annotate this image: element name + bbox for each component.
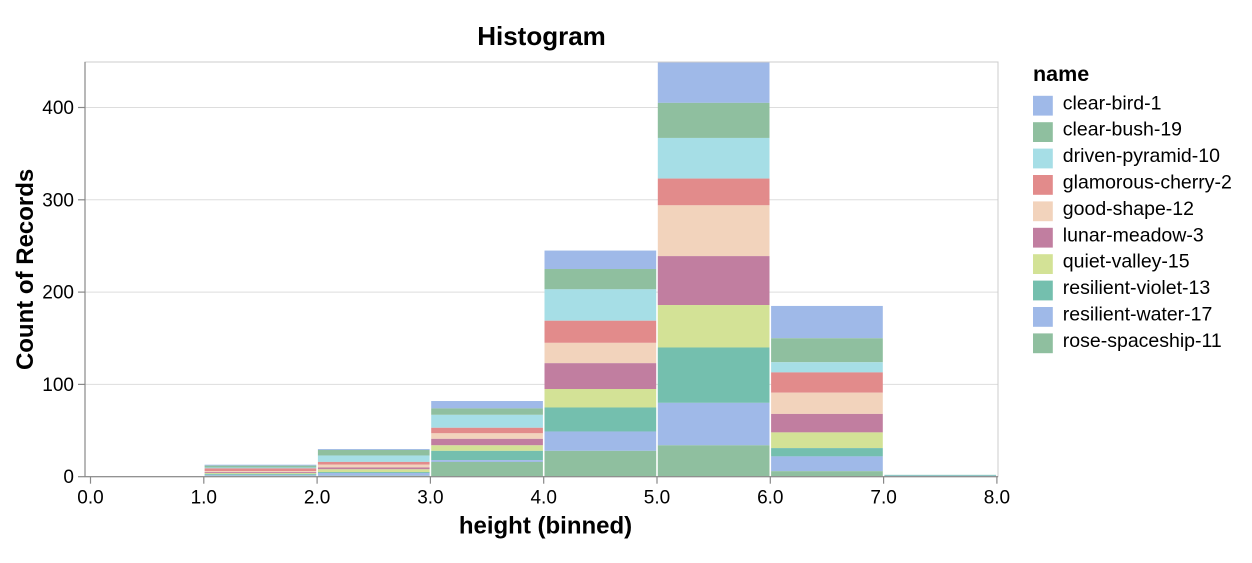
svg-text:resilient-water-17: resilient-water-17: [1063, 304, 1213, 326]
svg-text:5.0: 5.0: [644, 488, 670, 509]
svg-text:name: name: [1033, 62, 1089, 86]
svg-text:100: 100: [42, 375, 74, 396]
svg-text:Histogram: Histogram: [477, 21, 606, 51]
svg-text:height (binned): height (binned): [459, 513, 632, 540]
svg-text:driven-pyramid-10: driven-pyramid-10: [1063, 145, 1220, 167]
svg-text:4.0: 4.0: [530, 488, 556, 509]
svg-text:Count of Records: Count of Records: [12, 169, 39, 370]
svg-text:7.0: 7.0: [870, 488, 896, 509]
svg-text:lunar-meadow-3: lunar-meadow-3: [1063, 224, 1204, 246]
svg-text:200: 200: [42, 283, 74, 304]
svg-text:clear-bird-1: clear-bird-1: [1063, 92, 1162, 114]
svg-text:3.0: 3.0: [417, 488, 443, 509]
svg-text:rose-spaceship-11: rose-spaceship-11: [1063, 330, 1222, 352]
svg-text:quiet-valley-15: quiet-valley-15: [1063, 251, 1190, 273]
svg-text:clear-bush-19: clear-bush-19: [1063, 119, 1182, 141]
svg-text:1.0: 1.0: [191, 488, 217, 509]
svg-text:400: 400: [42, 98, 74, 119]
svg-text:0.0: 0.0: [77, 488, 103, 509]
svg-text:2.0: 2.0: [304, 488, 330, 509]
svg-text:glamorous-cherry-2: glamorous-cherry-2: [1063, 172, 1232, 194]
svg-text:good-shape-12: good-shape-12: [1063, 198, 1194, 220]
svg-text:300: 300: [42, 190, 74, 211]
svg-text:8.0: 8.0: [984, 488, 1010, 509]
svg-text:6.0: 6.0: [757, 488, 783, 509]
svg-text:resilient-violet-13: resilient-violet-13: [1063, 277, 1210, 299]
svg-text:0: 0: [63, 467, 74, 488]
